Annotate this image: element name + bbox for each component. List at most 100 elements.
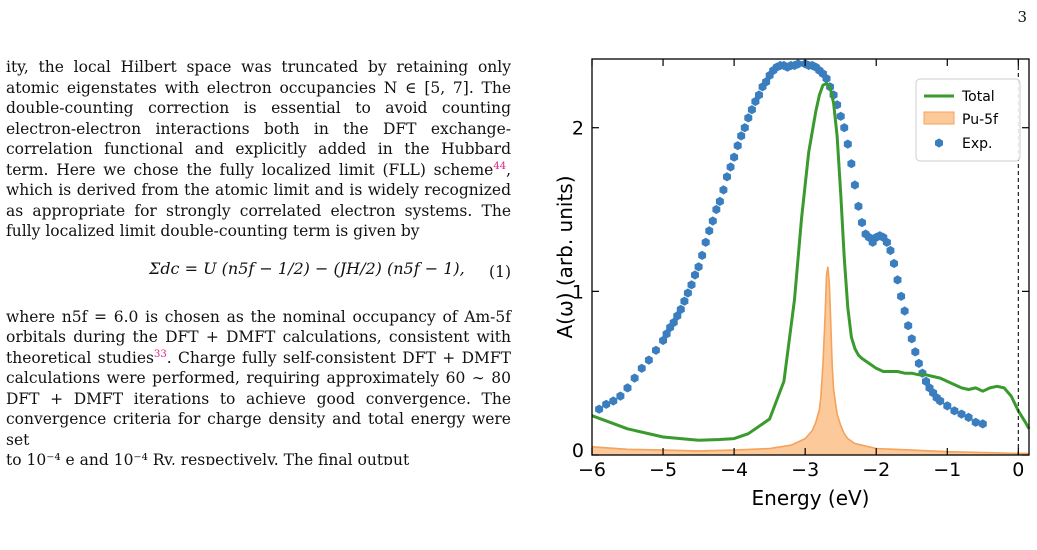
- legend-total-label: Total: [961, 89, 995, 105]
- exp-point: [616, 391, 625, 401]
- exp-point: [602, 399, 611, 409]
- y-tick-label: 1: [572, 281, 584, 303]
- exp-point: [755, 90, 763, 100]
- exp-point: [691, 270, 699, 280]
- exp-point: [950, 406, 959, 416]
- exp-point: [843, 139, 852, 149]
- exp-point: [886, 245, 895, 256]
- exp-point: [957, 409, 966, 419]
- exp-point: [687, 280, 696, 290]
- exp-point: [644, 355, 653, 365]
- exp-point: [914, 358, 923, 368]
- exp-point: [840, 123, 849, 133]
- text-column: ity, the local Hilbert space was truncat…: [6, 57, 511, 465]
- citation-33[interactable]: 33: [153, 348, 167, 360]
- legend-exp-label: Exp.: [962, 136, 992, 152]
- exp-point: [936, 396, 945, 406]
- exp-point: [822, 74, 831, 84]
- spectral-function-chart: −6 −5 −4 −3 −2 −1 0 0 1 2 Energy (eV) A(ω) (arb. un…: [553, 58, 1031, 510]
- exp-point: [971, 417, 980, 427]
- exp-point: [900, 306, 909, 316]
- exp-point: [708, 216, 717, 226]
- exp-point: [694, 262, 703, 272]
- cut-off-line: to 10⁻⁴ e and 10⁻⁴ Ry, respectively. The…: [6, 450, 511, 465]
- exp-point: [907, 334, 916, 344]
- y-axis-label: A(ω) (arb. units): [553, 175, 577, 338]
- exp-point: [669, 317, 678, 328]
- exp-point: [712, 204, 721, 215]
- exp-point: [978, 419, 987, 429]
- series-total-line: [591, 82, 1031, 442]
- exp-point: [595, 404, 604, 414]
- exp-point: [762, 77, 771, 87]
- exp-point: [698, 250, 707, 260]
- paragraph-2-text: where n5f = 6.0 is chosen as the nominal…: [6, 307, 511, 367]
- exp-point: [705, 226, 714, 236]
- y-tick-label: 2: [572, 118, 584, 140]
- x-tick-label: −1: [933, 459, 961, 481]
- exp-point: [918, 368, 927, 378]
- exp-point: [662, 329, 671, 339]
- citation-44[interactable]: 44: [493, 160, 507, 172]
- exp-point: [637, 363, 646, 373]
- x-axis-label: Energy (eV): [752, 486, 870, 510]
- exp-point: [676, 304, 685, 314]
- exp-point: [890, 258, 898, 269]
- page-number: 3: [1017, 8, 1027, 26]
- legend-pu5f-swatch: [923, 111, 955, 125]
- exp-point: [882, 237, 891, 247]
- series-pu5f-area: [592, 266, 1029, 455]
- x-tick-label: −5: [649, 459, 677, 481]
- x-tick-label: −2: [862, 459, 890, 481]
- x-tick-label: 0: [1012, 459, 1024, 481]
- exp-point: [652, 345, 660, 355]
- exp-point: [847, 159, 856, 169]
- exp-point: [723, 172, 731, 182]
- exp-point: [964, 412, 973, 422]
- exp-point: [850, 180, 859, 190]
- x-tick-label: −3: [791, 459, 819, 481]
- exp-point: [680, 296, 689, 306]
- exp-point: [630, 373, 639, 383]
- exp-point: [733, 141, 742, 151]
- exp-point: [701, 237, 710, 247]
- paragraph-2: where n5f = 6.0 is chosen as the nominal…: [6, 307, 511, 451]
- paragraph-1-continued: , which is derived from the atomic limit…: [6, 160, 511, 241]
- exp-point: [751, 96, 760, 107]
- paragraph-1-text: ity, the local Hilbert space was truncat…: [6, 58, 511, 179]
- exp-point: [893, 275, 902, 285]
- exp-point: [858, 218, 866, 228]
- cut-off-line-text: to 10⁻⁴ e and 10⁻⁴ Ry, respectively. The…: [6, 451, 410, 465]
- paragraph-2-continued: . Charge fully self-consistent DFT + DMF…: [6, 348, 511, 449]
- x-tick-label: −6: [578, 459, 606, 481]
- exp-point: [623, 383, 632, 393]
- exp-point: [854, 201, 863, 211]
- x-tick-label: −4: [720, 459, 748, 481]
- exp-point: [897, 291, 906, 301]
- legend-exp-swatch: [935, 138, 943, 148]
- paragraph-1: ity, the local Hilbert space was truncat…: [6, 57, 511, 242]
- plot-frame: [591, 58, 1030, 456]
- legend-pu5f-label: Pu-5f: [962, 112, 999, 128]
- exp-point: [943, 401, 952, 411]
- y-tick-label: 0: [572, 440, 584, 462]
- exp-point: [836, 111, 845, 121]
- exp-point: [794, 59, 802, 69]
- exp-point: [922, 376, 930, 386]
- exp-point: [747, 105, 756, 115]
- series-pu5f-line: [591, 266, 1029, 455]
- exp-point: [904, 321, 913, 331]
- exp-point: [715, 196, 724, 206]
- exp-point: [726, 162, 735, 172]
- exp-point: [730, 152, 739, 162]
- exp-point: [659, 335, 667, 346]
- equation-number: (1): [489, 262, 511, 281]
- exp-point: [673, 311, 682, 321]
- double-counting-equation: Σdc = U (n5f − 1/2) − (JH/2) (n5f − 1),: [149, 258, 465, 278]
- exp-point: [740, 123, 749, 133]
- exp-point: [737, 131, 746, 141]
- exp-point: [719, 185, 728, 195]
- exp-point: [683, 288, 692, 298]
- exp-point: [911, 347, 920, 357]
- exp-point: [744, 113, 753, 123]
